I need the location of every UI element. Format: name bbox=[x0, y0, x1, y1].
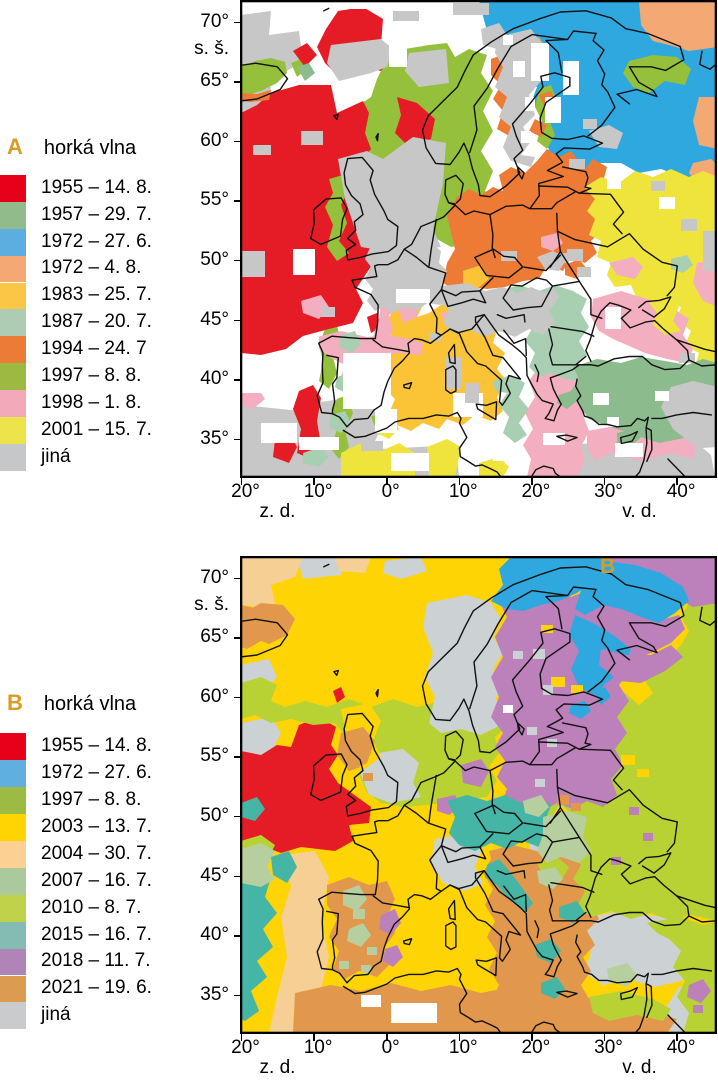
svg-text:B: B bbox=[600, 556, 615, 578]
